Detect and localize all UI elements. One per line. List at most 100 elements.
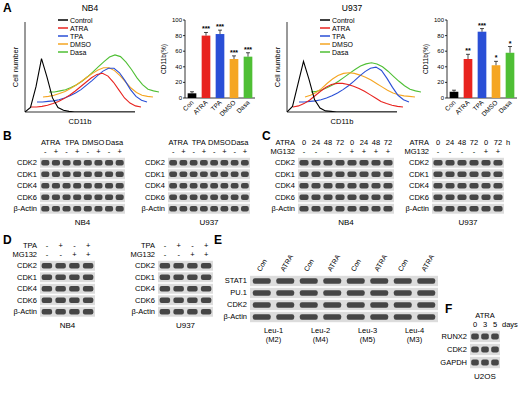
error-line [510, 47, 511, 53]
band [116, 195, 124, 200]
tick [183, 20, 185, 21]
band [55, 275, 65, 280]
band [394, 314, 412, 320]
lane-condition: - [327, 147, 330, 156]
blot-strip [432, 169, 504, 179]
bar [230, 59, 239, 98]
plot-area [25, 55, 159, 112]
band [220, 172, 228, 177]
band [323, 195, 332, 200]
lane-condition: - [44, 147, 47, 156]
lane-condition: 5 [493, 320, 497, 329]
lane-condition: + [202, 147, 207, 156]
significance: ** [465, 47, 471, 54]
histogram-line [299, 67, 409, 102]
condition-label: TPA [23, 241, 37, 250]
band [187, 275, 197, 280]
error-line [248, 53, 249, 57]
protein-label: CDK4 [409, 181, 429, 190]
condition-label: TPA [141, 241, 155, 250]
band [160, 309, 170, 314]
protein-label: CDK2 [145, 158, 165, 167]
tick [445, 82, 447, 83]
band [42, 275, 52, 280]
panel-letter: A [3, 1, 12, 15]
band [201, 263, 211, 268]
protein-label: CDK1 [275, 170, 295, 179]
band [493, 160, 502, 165]
error-cap [452, 90, 456, 91]
band [311, 183, 320, 188]
band [179, 160, 187, 165]
band [481, 206, 490, 211]
band [323, 183, 332, 188]
blot-strip [40, 295, 95, 305]
band [383, 206, 392, 211]
blot-strip [250, 288, 438, 298]
band [173, 309, 183, 314]
group-label: DMSO [208, 138, 231, 147]
band [457, 206, 466, 211]
tick-label: 80 [437, 33, 444, 39]
bar [506, 53, 515, 98]
band [173, 275, 183, 280]
legend-swatch [320, 19, 330, 21]
band [347, 195, 356, 200]
legend: ControlATRATPADMSODasa [320, 17, 355, 56]
band [457, 183, 466, 188]
band [241, 195, 249, 200]
background [0, 0, 520, 393]
tick [445, 98, 447, 99]
histogram-line [25, 59, 135, 112]
band [347, 290, 365, 296]
western-blot: CDK2CDK1CDK4CDK6β-Actin-+-+-+-+ATRATPADM… [142, 138, 251, 227]
legend: ControlATRATPADMSODasa [58, 17, 93, 56]
band [471, 360, 479, 366]
legend-label: Control [70, 17, 93, 24]
protein-label: CDK4 [135, 284, 155, 293]
lane-condition: + [204, 241, 209, 250]
band [52, 183, 60, 188]
western-blot: STAT1PU.1CDK2β-ActinConATRAConATRAConATR… [224, 253, 439, 344]
band [179, 183, 187, 188]
bar [492, 65, 501, 98]
band [359, 183, 368, 188]
band [84, 195, 92, 200]
lane-condition: + [54, 147, 59, 156]
blot-strip [40, 261, 95, 271]
blot-strip [40, 307, 95, 317]
bar [216, 34, 225, 98]
band [347, 206, 356, 211]
sample-label: Leu-3 [358, 326, 377, 335]
tick-label: 40 [175, 64, 182, 70]
band [55, 309, 65, 314]
lane-condition: + [386, 147, 391, 156]
band [433, 206, 442, 211]
legend-label: DMSO [70, 41, 92, 48]
tick [183, 51, 185, 52]
lane-condition: - [449, 147, 452, 156]
lane-condition: 72 [470, 138, 478, 147]
error-bar [190, 92, 194, 94]
western-blot: CDK2CDK1CDK4CDK6β-Actin-+-+-+-+ATRATPADM… [14, 138, 126, 227]
error-line [234, 56, 235, 59]
band [116, 206, 124, 211]
band [173, 298, 183, 303]
band [200, 206, 208, 211]
cell-line-label: NB4 [338, 218, 354, 227]
blot-strip [158, 307, 213, 317]
blot-strip [432, 158, 504, 168]
lane-condition: 48 [458, 138, 466, 147]
band [179, 206, 187, 211]
band [42, 309, 52, 314]
error-line [206, 32, 207, 35]
band [445, 172, 454, 177]
band [276, 314, 294, 320]
protein-label: CDK1 [17, 170, 37, 179]
band [69, 263, 79, 268]
lane-condition: - [233, 147, 236, 156]
band [190, 183, 198, 188]
band [417, 290, 435, 296]
band [116, 160, 124, 165]
protein-label: CDK2 [17, 261, 37, 270]
